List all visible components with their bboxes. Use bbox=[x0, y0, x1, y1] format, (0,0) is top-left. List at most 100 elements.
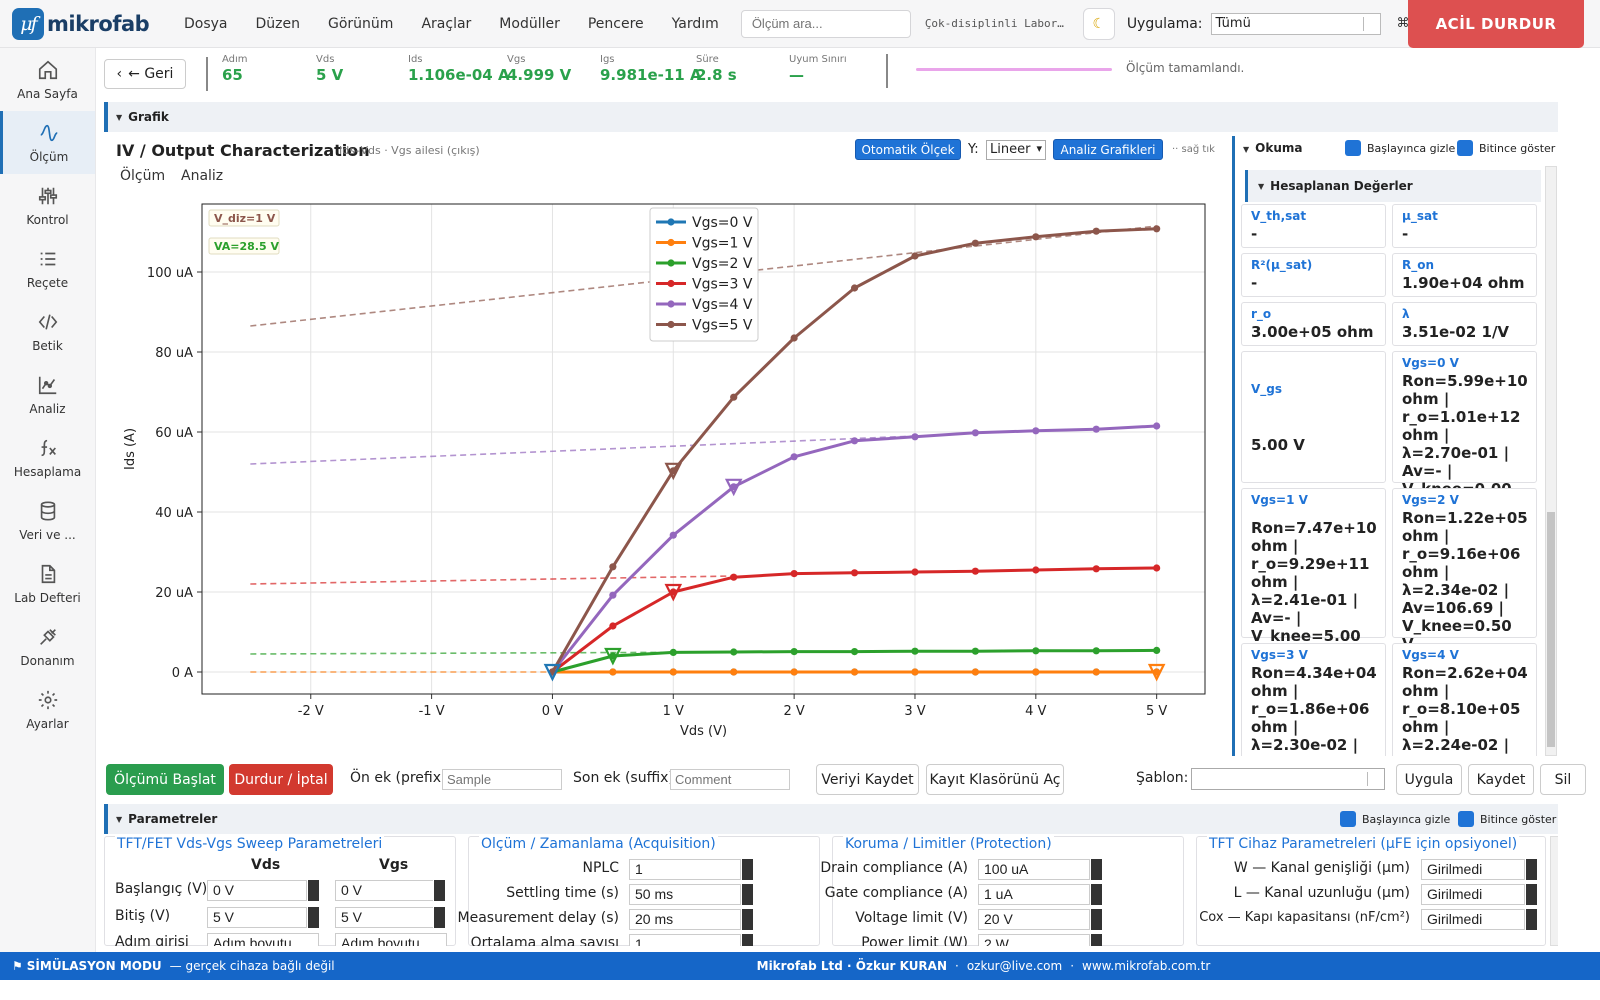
stat-igs: Igs 9.981e-11 A bbox=[600, 54, 702, 84]
vds-start-input[interactable]: 0 V bbox=[207, 880, 307, 901]
gate-compliance-input[interactable]: 1 uA bbox=[978, 884, 1090, 905]
params-hide-on-start-checkbox[interactable]: Başlayınca gizle bbox=[1340, 811, 1450, 827]
footer-website[interactable]: www.mikrofab.com.tr bbox=[1082, 959, 1211, 973]
auto-scale-button[interactable]: Otomatik Ölçek bbox=[855, 139, 961, 160]
nplc-input[interactable]: 1 bbox=[629, 859, 741, 880]
open-folder-button[interactable]: Kayıt Klasörünü Aç bbox=[926, 764, 1064, 795]
spinner-icon[interactable] bbox=[433, 907, 445, 928]
template-select[interactable] bbox=[1191, 768, 1385, 790]
hide-on-start-checkbox[interactable]: Başlayınca gizle bbox=[1345, 140, 1455, 156]
sidebar-item-data[interactable]: Veri ve ... bbox=[0, 489, 95, 552]
param-label: Başlangıç (V) bbox=[115, 881, 208, 897]
menu-view[interactable]: Görünüm bbox=[328, 15, 394, 32]
search-input[interactable] bbox=[740, 9, 911, 38]
sidebar-item-script[interactable]: Betik bbox=[0, 300, 95, 363]
settling-time-input[interactable]: 50 ms bbox=[629, 884, 741, 905]
vds-end-input[interactable]: 5 V bbox=[207, 907, 307, 928]
sidebar-item-home[interactable]: Ana Sayfa bbox=[0, 48, 95, 111]
sidebar-item-measurement[interactable]: Ölçüm bbox=[0, 111, 95, 174]
back-button[interactable]: ‹ ← Geri bbox=[104, 59, 186, 89]
menu-modules[interactable]: Modüller bbox=[499, 15, 560, 32]
spinner-icon[interactable] bbox=[1090, 884, 1102, 905]
menu-tools[interactable]: Araçlar bbox=[421, 15, 472, 32]
params-scrollbar[interactable] bbox=[1550, 836, 1558, 946]
vgs-start-input[interactable]: 0 V bbox=[335, 880, 435, 901]
menu-file[interactable]: Dosya bbox=[184, 15, 228, 32]
computed-values-header[interactable]: ▼ Hesaplanan Değerler bbox=[1245, 170, 1541, 202]
scrollbar-thumb[interactable] bbox=[1547, 512, 1555, 747]
menu-edit[interactable]: Düzen bbox=[255, 15, 301, 32]
spinner-icon[interactable] bbox=[1090, 859, 1102, 880]
averaging-count-input[interactable]: 1 bbox=[629, 934, 741, 946]
params-show-on-end-checkbox[interactable]: Bitince göster bbox=[1458, 811, 1556, 827]
data-point bbox=[1153, 422, 1161, 430]
params-section-header[interactable]: ▼ Parametreler bbox=[104, 804, 1558, 834]
analysis-charts-button[interactable]: Analiz Grafikleri bbox=[1053, 139, 1163, 160]
data-point bbox=[850, 437, 859, 445]
power-limit-input[interactable]: 2 W bbox=[978, 934, 1090, 946]
spinner-icon[interactable] bbox=[741, 884, 753, 905]
tab-analysis[interactable]: Analiz bbox=[181, 168, 224, 184]
data-point bbox=[850, 569, 859, 577]
start-measurement-button[interactable]: Ölçümü Başlat bbox=[106, 764, 224, 795]
channel-length-input[interactable]: Girilmedi bbox=[1421, 884, 1525, 905]
param-label: Drain compliance (A) bbox=[820, 860, 968, 876]
spinner-icon[interactable] bbox=[1525, 909, 1537, 930]
stop-cancel-button[interactable]: Durdur / İptal bbox=[229, 764, 333, 795]
spinner-icon[interactable] bbox=[741, 934, 753, 946]
spinner-icon[interactable] bbox=[1090, 934, 1102, 946]
drain-compliance-input[interactable]: 100 uA bbox=[978, 859, 1090, 880]
chart-title: IV / Output Characterization bbox=[116, 141, 370, 160]
spinner-icon[interactable] bbox=[433, 880, 445, 901]
data-point bbox=[1032, 566, 1040, 574]
theme-toggle-button[interactable]: ☾ bbox=[1082, 7, 1115, 40]
home-icon bbox=[38, 60, 57, 79]
spinner-icon[interactable] bbox=[741, 859, 753, 880]
menu-help[interactable]: Yardım bbox=[671, 15, 719, 32]
graph-section-header[interactable]: ▼ Grafik bbox=[104, 102, 1558, 132]
gate-capacitance-input[interactable]: Girilmedi bbox=[1421, 909, 1525, 930]
sidebar-item-recipe[interactable]: Reçete bbox=[0, 237, 95, 300]
show-on-end-checkbox[interactable]: Bitince göster bbox=[1457, 140, 1555, 156]
prefix-input[interactable] bbox=[442, 769, 562, 790]
save-template-button[interactable]: Kaydet bbox=[1468, 764, 1534, 795]
app-logo[interactable]: μf mikrofab bbox=[12, 7, 162, 40]
suffix-input[interactable] bbox=[670, 769, 790, 790]
delete-template-button[interactable]: Sil bbox=[1540, 764, 1586, 795]
save-data-button[interactable]: Veriyi Kaydet bbox=[816, 764, 919, 795]
emergency-stop-button[interactable]: ACİL DURDUR bbox=[1408, 0, 1584, 48]
value-card: Vgs=4 V Ron=2.62e+04 ohm | r_o=8.10e+05 o… bbox=[1392, 643, 1537, 756]
vgs-end-input[interactable]: 5 V bbox=[335, 907, 435, 928]
annotation-box bbox=[208, 209, 280, 227]
tab-measurement[interactable]: Ölçüm bbox=[120, 168, 166, 184]
x-tick-label: 2 V bbox=[783, 704, 804, 719]
sidebar-item-calculation[interactable]: Hesaplama bbox=[0, 426, 95, 489]
spinner-icon[interactable] bbox=[741, 909, 753, 930]
readout-scrollbar[interactable] bbox=[1545, 166, 1557, 756]
sidebar-item-analysis[interactable]: Analiz bbox=[0, 363, 95, 426]
menu-window[interactable]: Pencere bbox=[587, 15, 644, 32]
footer-email[interactable]: ozkur@live.com bbox=[966, 959, 1063, 973]
spinner-icon[interactable] bbox=[1090, 909, 1102, 930]
spinner-icon[interactable] bbox=[1525, 884, 1537, 905]
channel-width-input[interactable]: Girilmedi bbox=[1421, 859, 1525, 880]
voltage-limit-input[interactable]: 20 V bbox=[978, 909, 1090, 930]
readout-header[interactable]: ▼ Okuma bbox=[1243, 141, 1302, 155]
sidebar-item-control[interactable]: Kontrol bbox=[0, 174, 95, 237]
spinner-icon[interactable] bbox=[307, 907, 319, 928]
apply-button[interactable]: Uygula bbox=[1396, 764, 1462, 795]
sidebar-item-hardware[interactable]: Donanım bbox=[0, 615, 95, 678]
data-point bbox=[609, 563, 617, 571]
y-scale-select[interactable]: Lineer bbox=[986, 140, 1046, 160]
vgs-step-mode-select[interactable]: Adım boyutu bbox=[335, 933, 447, 946]
app-filter-select[interactable]: Tümü bbox=[1210, 12, 1381, 35]
vds-step-mode-select[interactable]: Adım boyutu bbox=[207, 933, 319, 946]
sidebar-item-notebook[interactable]: Lab Defteri bbox=[0, 552, 95, 615]
measurement-delay-input[interactable]: 20 ms bbox=[629, 909, 741, 930]
iv-chart[interactable]: -2 V -1 V 0 V 1 V 2 V 3 V 4 V 5 V 0 A 20 uA 40 uA 6… bbox=[106, 196, 1226, 756]
sidebar-item-settings[interactable]: Ayarlar bbox=[0, 678, 95, 741]
spinner-icon[interactable] bbox=[1525, 859, 1537, 880]
param-label: L — Kanal uzunluğu (μm) bbox=[1233, 885, 1410, 901]
value-card-key: R_on bbox=[1402, 258, 1435, 272]
spinner-icon[interactable] bbox=[307, 880, 319, 901]
